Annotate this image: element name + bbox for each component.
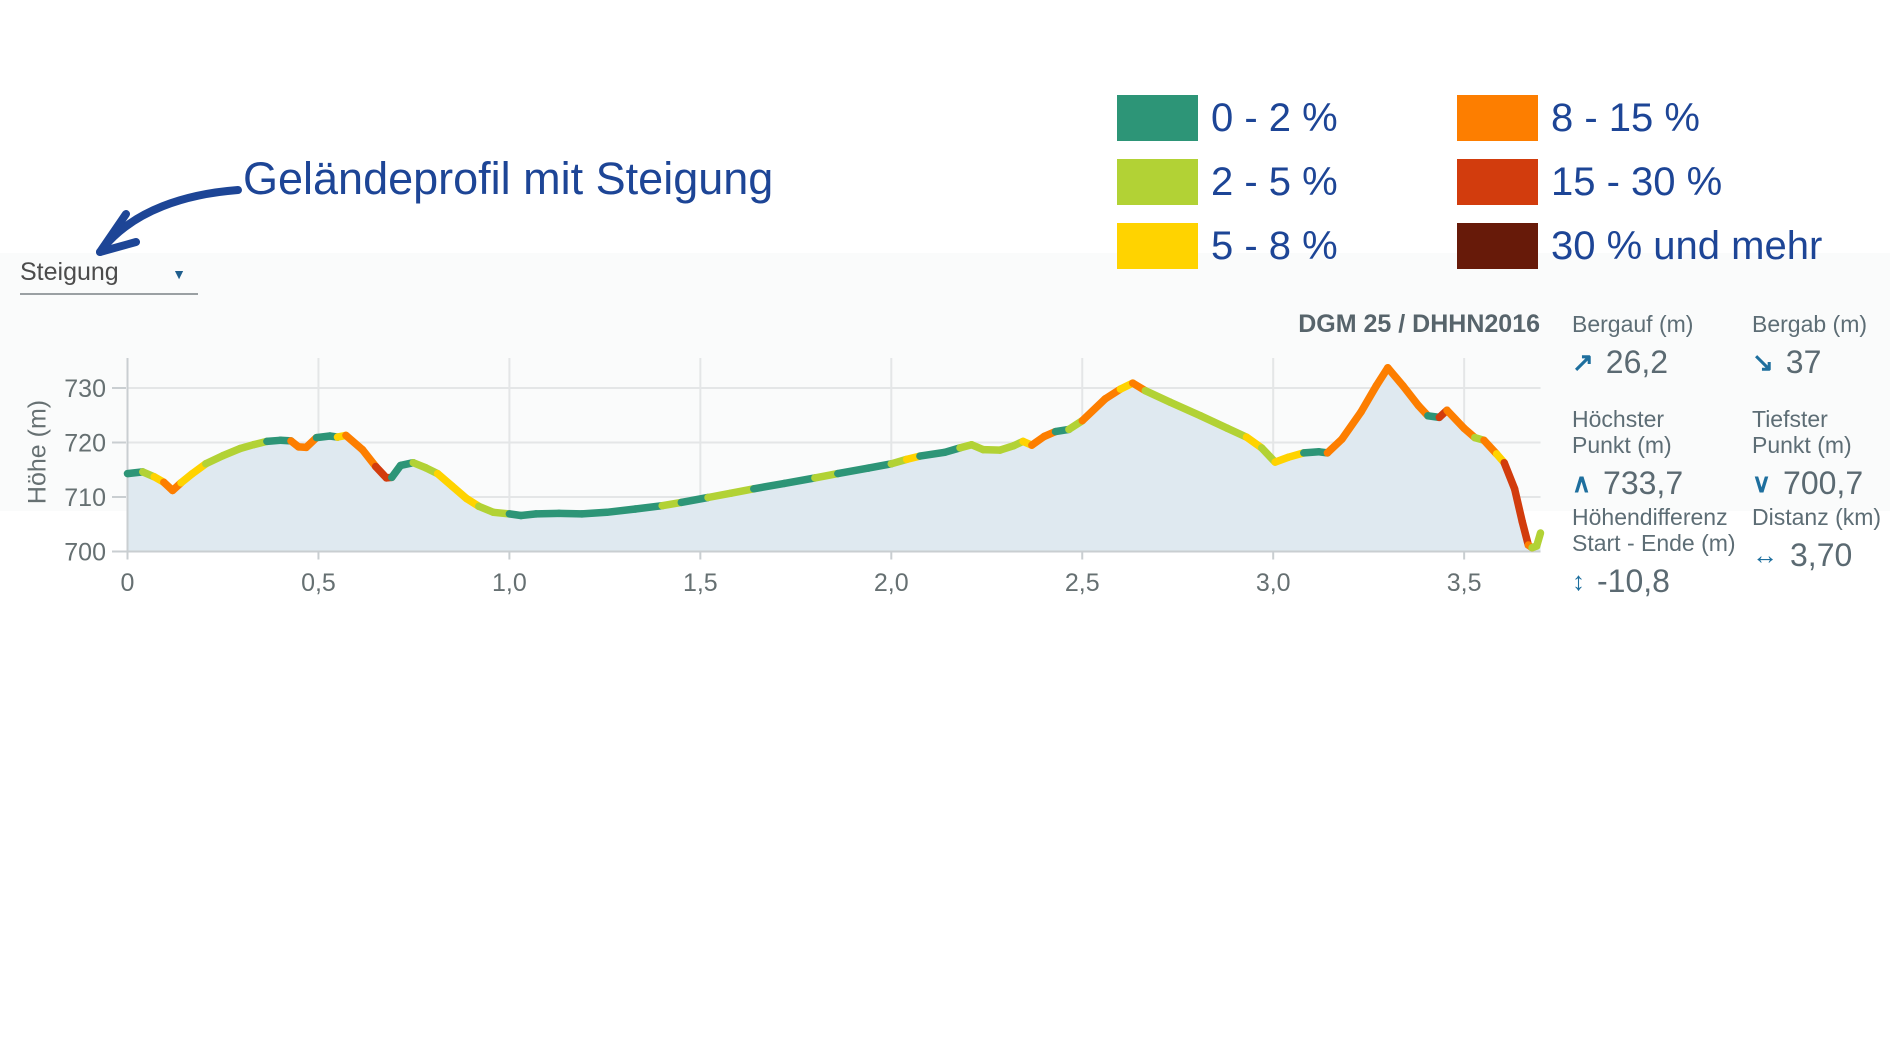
x-tick-label: 3,5	[1447, 569, 1482, 597]
stat-label: Tiefster Punkt (m)	[1752, 406, 1852, 458]
legend-swatch-icon	[1457, 95, 1538, 141]
legend-item: 2 - 5 %	[1117, 159, 1338, 205]
legend-swatch-icon	[1457, 223, 1538, 269]
stat-bergauf: Bergauf (m) ↗ 26,2	[1572, 311, 1744, 381]
legend-item: 5 - 8 %	[1117, 223, 1338, 269]
profile-segment	[1443, 406, 1468, 433]
y-tick-label: 710	[64, 484, 106, 512]
slope-dropdown[interactable]: Steigung ▼	[20, 258, 198, 295]
y-tick-label: 730	[64, 375, 106, 403]
profile-segment	[578, 508, 611, 518]
chevron-up-icon: ∧	[1572, 468, 1592, 498]
stat-hoechster-punkt: Höchster Punkt (m) ∧ 733,7	[1572, 406, 1744, 502]
legend-item-label: 0 - 2 %	[1211, 96, 1338, 140]
stat-label: Bergauf (m)	[1572, 311, 1694, 337]
stat-value: -10,8	[1597, 563, 1670, 599]
profile-segment	[631, 501, 666, 513]
profile-segment	[1078, 395, 1109, 425]
profile-segment	[1518, 517, 1533, 549]
profile-segment	[780, 474, 819, 488]
slope-legend-column-1: 0 - 2 % 2 - 5 % 5 - 8 %	[1117, 95, 1338, 287]
profile-segment	[1532, 529, 1545, 550]
legend-item: 8 - 15 %	[1457, 95, 1822, 141]
profile-segment	[532, 509, 563, 518]
profile-segment	[1399, 382, 1423, 410]
legend-item-label: 8 - 15 %	[1551, 96, 1700, 140]
profile-segment	[1166, 398, 1205, 420]
stat-value: 3,70	[1790, 537, 1853, 573]
stat-label: Bergab (m)	[1752, 311, 1868, 337]
profile-segment	[727, 485, 758, 497]
profile-segment	[864, 460, 896, 472]
elevation-area-fill	[127, 367, 1541, 552]
legend-swatch-icon	[1117, 223, 1198, 269]
legend-item: 30 % und mehr	[1457, 223, 1822, 269]
stat-label: Distanz (km)	[1752, 504, 1882, 530]
stat-value: 733,7	[1603, 465, 1684, 501]
profile-segment	[1500, 458, 1519, 493]
stat-tiefster-punkt: Tiefster Punkt (m) ∨ 700,7	[1752, 406, 1890, 502]
profile-segment	[1510, 485, 1526, 526]
chevron-down-icon: ∨	[1752, 468, 1772, 498]
stat-value: 700,7	[1783, 465, 1864, 501]
x-tick-label: 0	[121, 569, 135, 597]
x-tick-label: 2,5	[1065, 569, 1100, 597]
profile-segment	[1196, 412, 1232, 433]
legend-swatch-icon	[1117, 95, 1198, 141]
annotation-arrow-icon	[96, 186, 242, 256]
legend-item-label: 15 - 30 %	[1551, 160, 1723, 204]
x-tick-label: 1,5	[683, 569, 718, 597]
legend-swatch-icon	[1117, 159, 1198, 205]
stat-distanz: Distanz (km) ↔ 3,70	[1752, 504, 1890, 574]
legend-item: 0 - 2 %	[1117, 95, 1338, 141]
y-axis-title: Höhe (m)	[23, 399, 52, 505]
x-tick-label: 0,5	[301, 569, 336, 597]
profile-segment	[834, 464, 873, 478]
legend-item-label: 2 - 5 %	[1211, 160, 1338, 204]
stat-value: 26,2	[1605, 344, 1669, 380]
arrow-left-right-icon: ↔	[1752, 540, 1778, 570]
x-tick-label: 2,0	[874, 569, 909, 597]
chevron-down-icon: ▼	[172, 266, 186, 282]
x-tick-label: 1,0	[492, 569, 527, 597]
profile-segment	[555, 509, 586, 518]
stat-value: 37	[1785, 344, 1822, 380]
profile-segment	[677, 493, 712, 507]
profile-segment	[1384, 364, 1407, 390]
legend-swatch-icon	[1457, 159, 1538, 205]
y-tick-label: 700	[64, 539, 106, 567]
stat-bergab: Bergab (m) ↘ 37	[1752, 311, 1890, 381]
y-tick-label: 720	[64, 430, 106, 458]
profile-segment	[811, 469, 842, 482]
profile-segment	[603, 505, 640, 517]
arrow-down-right-icon: ↘	[1752, 347, 1774, 377]
legend-item-label: 30 % und mehr	[1551, 224, 1823, 268]
profile-segment	[750, 479, 789, 493]
legend-item-label: 5 - 8 %	[1211, 224, 1338, 268]
arrow-up-right-icon: ↗	[1572, 347, 1594, 377]
x-tick-label: 3,0	[1256, 569, 1291, 597]
profile-segment	[916, 448, 949, 460]
profile-segment	[704, 489, 735, 502]
annotation-title: Geländeprofil mit Steigung	[243, 153, 774, 204]
arrow-up-down-icon: ↕	[1572, 566, 1585, 596]
stat-hoehendifferenz: Höhendifferenz Start - Ende (m) ↕ -10,8	[1572, 504, 1744, 600]
profile-segment	[1338, 408, 1365, 443]
stat-label: Höhendifferenz Start - Ende (m)	[1572, 504, 1736, 556]
chart-source-label: DGM 25 / DHHN2016	[1298, 310, 1540, 338]
slope-legend-column-2: 8 - 15 % 15 - 30 % 30 % und mehr	[1457, 95, 1822, 287]
profile-segment	[1357, 382, 1381, 416]
profile-segment	[1141, 386, 1174, 406]
stat-label: Höchster Punkt (m)	[1572, 406, 1672, 458]
slope-dropdown-label: Steigung	[20, 258, 119, 286]
legend-item: 15 - 30 %	[1457, 159, 1822, 205]
